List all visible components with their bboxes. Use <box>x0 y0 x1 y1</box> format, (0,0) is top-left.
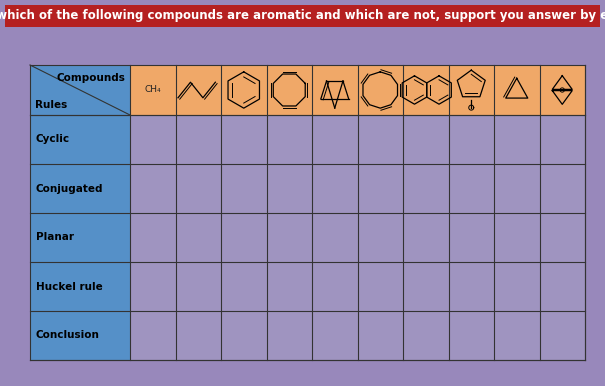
Bar <box>130 213 175 262</box>
Text: CH₄: CH₄ <box>145 86 161 95</box>
Bar <box>403 262 448 311</box>
Text: Cyclic: Cyclic <box>36 134 70 144</box>
Text: Compounds: Compounds <box>56 73 125 83</box>
Bar <box>130 164 175 213</box>
Bar <box>266 213 312 262</box>
Bar <box>221 115 266 164</box>
Bar <box>358 262 403 311</box>
Bar <box>494 164 540 213</box>
Bar <box>312 115 358 164</box>
Bar <box>494 311 540 360</box>
Bar <box>130 115 175 164</box>
Bar <box>448 115 494 164</box>
Bar <box>312 311 358 360</box>
Bar <box>312 213 358 262</box>
Bar <box>175 213 221 262</box>
Bar <box>5 5 600 27</box>
Bar <box>494 115 540 164</box>
Bar <box>448 213 494 262</box>
Bar <box>221 262 266 311</box>
Bar <box>221 164 266 213</box>
Bar <box>175 115 221 164</box>
Bar <box>130 65 585 115</box>
Bar <box>266 311 312 360</box>
Text: Q/ Indicate which of the following compounds are aromatic and which are not, sup: Q/ Indicate which of the following compo… <box>0 10 605 22</box>
Bar <box>358 164 403 213</box>
Bar <box>448 262 494 311</box>
Bar <box>403 164 448 213</box>
Text: Conjugated: Conjugated <box>36 183 103 193</box>
Bar <box>266 262 312 311</box>
Bar <box>403 213 448 262</box>
Bar <box>540 311 585 360</box>
Bar <box>358 311 403 360</box>
Bar <box>175 311 221 360</box>
Bar <box>358 213 403 262</box>
Bar <box>540 262 585 311</box>
Bar <box>540 213 585 262</box>
Bar <box>221 311 266 360</box>
Bar <box>312 262 358 311</box>
Bar <box>221 213 266 262</box>
Bar <box>540 164 585 213</box>
Text: Planar: Planar <box>36 232 74 242</box>
Bar <box>494 213 540 262</box>
Bar <box>130 311 175 360</box>
Bar <box>266 115 312 164</box>
Bar <box>266 164 312 213</box>
Bar <box>448 164 494 213</box>
Bar <box>540 115 585 164</box>
Bar <box>175 164 221 213</box>
Bar <box>30 65 130 360</box>
Bar <box>312 164 358 213</box>
Text: Rules: Rules <box>35 100 67 110</box>
Text: Huckel rule: Huckel rule <box>36 281 103 291</box>
Bar <box>448 311 494 360</box>
Bar <box>494 262 540 311</box>
Bar <box>175 262 221 311</box>
Bar <box>358 115 403 164</box>
Bar <box>403 311 448 360</box>
Bar <box>403 115 448 164</box>
Bar <box>130 262 175 311</box>
Text: Conclusion: Conclusion <box>36 330 100 340</box>
